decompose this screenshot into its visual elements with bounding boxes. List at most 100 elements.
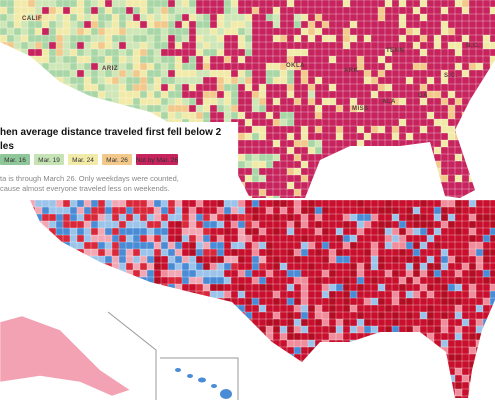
county	[482, 234, 491, 243]
county	[370, 20, 379, 29]
county	[132, 248, 141, 257]
county	[167, 34, 176, 43]
county	[489, 241, 495, 250]
county	[482, 304, 491, 313]
county	[209, 83, 218, 92]
county	[209, 213, 218, 222]
county	[69, 76, 78, 85]
county	[104, 318, 113, 327]
county	[328, 339, 337, 348]
county	[405, 297, 414, 306]
county	[202, 90, 211, 99]
legend-label: Mar. 24	[72, 157, 94, 164]
caption-note: cause almost everyone traveled less on w…	[0, 184, 170, 193]
county	[405, 132, 414, 141]
county	[230, 255, 239, 264]
county	[349, 200, 358, 208]
county	[286, 13, 295, 22]
county	[412, 206, 421, 215]
county	[398, 206, 407, 215]
county	[202, 13, 211, 22]
county	[363, 0, 372, 8]
county	[335, 139, 344, 148]
county	[272, 276, 281, 285]
county	[307, 62, 316, 71]
county	[433, 367, 442, 376]
county	[237, 55, 246, 64]
county	[209, 234, 218, 243]
county	[230, 62, 239, 71]
county	[482, 318, 491, 327]
county	[440, 262, 449, 271]
county	[265, 255, 274, 264]
county	[321, 290, 330, 299]
county	[300, 353, 309, 362]
county	[293, 255, 302, 264]
county	[384, 62, 393, 71]
county	[377, 395, 386, 398]
county	[272, 118, 281, 127]
county	[153, 388, 162, 397]
county	[489, 360, 495, 369]
county	[370, 48, 379, 57]
county	[14, 207, 22, 215]
county	[174, 111, 183, 120]
county	[195, 311, 204, 320]
county	[21, 200, 29, 208]
county	[482, 55, 491, 64]
county	[195, 62, 204, 71]
county	[300, 227, 309, 236]
county	[202, 220, 211, 229]
county	[181, 90, 190, 99]
county	[160, 262, 169, 271]
county	[202, 311, 211, 320]
county	[300, 339, 309, 348]
county	[440, 27, 449, 36]
county	[223, 381, 232, 390]
county	[440, 213, 449, 222]
county	[223, 374, 232, 383]
county	[7, 305, 15, 313]
county	[433, 13, 442, 22]
county	[489, 20, 495, 29]
county	[202, 248, 211, 257]
county	[188, 388, 197, 397]
county	[209, 0, 218, 8]
county	[391, 339, 400, 348]
county	[62, 200, 71, 208]
county	[174, 234, 183, 243]
county	[454, 374, 463, 383]
county	[14, 221, 22, 229]
county	[468, 339, 477, 348]
county	[314, 311, 323, 320]
county	[188, 297, 197, 306]
county	[104, 227, 113, 236]
county	[419, 0, 428, 8]
county	[321, 69, 330, 78]
county	[426, 234, 435, 243]
county	[34, 381, 43, 390]
county	[314, 297, 323, 306]
county	[27, 6, 36, 15]
county	[265, 27, 274, 36]
county	[41, 381, 50, 390]
county	[41, 34, 50, 43]
county	[468, 62, 477, 71]
county	[48, 276, 57, 285]
county	[363, 381, 372, 390]
county	[342, 332, 351, 341]
county	[30, 206, 36, 215]
county	[230, 0, 239, 8]
county	[412, 41, 421, 50]
legend-chip	[0, 154, 30, 165]
county	[335, 90, 344, 99]
county	[433, 200, 442, 208]
county	[433, 381, 442, 390]
county	[440, 200, 449, 208]
county	[76, 234, 85, 243]
county	[349, 381, 358, 390]
county	[195, 332, 204, 341]
county	[111, 20, 120, 29]
county	[104, 0, 113, 8]
county	[251, 0, 260, 8]
